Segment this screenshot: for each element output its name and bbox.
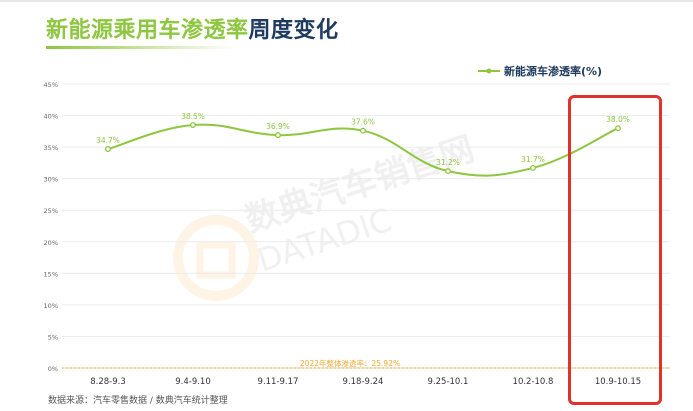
- data-point: [615, 125, 621, 132]
- y-tick-label: 10%: [44, 302, 58, 310]
- data-point: [275, 132, 281, 139]
- x-tick-label: 9.25-10.1: [428, 377, 469, 387]
- x-tick-label: 9.18-9.24: [343, 377, 384, 387]
- data-point: [530, 164, 536, 171]
- reference-line-label: 2022年整体渗透率：25.92%: [300, 358, 400, 368]
- y-tick-label: 15%: [44, 270, 58, 278]
- x-tick-label: 8.28-9.3: [90, 377, 126, 387]
- y-tick-label: 45%: [44, 81, 58, 89]
- watermark-logo-icon: [172, 215, 260, 301]
- x-axis-ticks: 8.28-9.3 9.4-9.10 9.11-9.17 9.18-9.24 9.25-1…: [90, 377, 641, 387]
- x-tick-label: 9.4-9.10: [175, 377, 211, 387]
- data-source: 数据来源：汽车零售数据 / 数典汽车统计整理: [48, 396, 228, 406]
- chart-title: 新能源乘用车渗透率周度变化: [46, 12, 339, 44]
- y-tick-label: 0%: [48, 365, 58, 373]
- y-tick-label: 30%: [44, 176, 58, 184]
- legend-line-marker: [478, 68, 500, 74]
- data-label: 36.9%: [266, 122, 290, 131]
- data-point: [360, 127, 366, 134]
- top-rule: [0, 0, 693, 2]
- legend: 新能源车渗透率(%): [478, 63, 602, 79]
- data-label: 34.7%: [96, 136, 120, 145]
- reference-line: 2022年整体渗透率：25.92%: [62, 358, 670, 369]
- data-point: [105, 146, 111, 152]
- y-tick-label: 35%: [44, 144, 58, 152]
- title-part-navy: 周度变化: [248, 18, 339, 43]
- data-label: 31.2%: [436, 158, 460, 167]
- x-tick-label: 10.2-10.8: [513, 377, 554, 387]
- data-point: [445, 168, 451, 175]
- highlight-box: [568, 95, 662, 405]
- x-tick-label: 10.9-10.15: [595, 377, 641, 387]
- title-underline: [46, 46, 236, 49]
- y-axis-ticks: 0% 5% 10% 15% 20% 25% 30% 35% 40% 45%: [44, 81, 58, 373]
- x-tick-label: 9.11-9.17: [258, 377, 299, 387]
- watermark: 数典汽车销售网 DATADIC: [172, 129, 479, 301]
- y-tick-label: 5%: [48, 333, 58, 341]
- data-label: 38.0%: [606, 115, 630, 124]
- y-tick-label: 25%: [44, 207, 58, 215]
- data-labels: 34.7% 38.5% 36.9% 37.6% 31.2% 31.7% 38.0%: [96, 112, 630, 167]
- series-group: [105, 122, 621, 177]
- data-label: 38.5%: [181, 112, 205, 121]
- data-point: [190, 122, 196, 128]
- title-part-green: 新能源乘用车渗透率: [46, 18, 249, 43]
- data-label: 37.6%: [351, 118, 375, 127]
- y-tick-label: 40%: [44, 113, 58, 121]
- data-label: 31.7%: [521, 155, 545, 164]
- legend-label: 新能源车渗透率(%): [504, 65, 603, 78]
- y-tick-label: 20%: [44, 239, 58, 247]
